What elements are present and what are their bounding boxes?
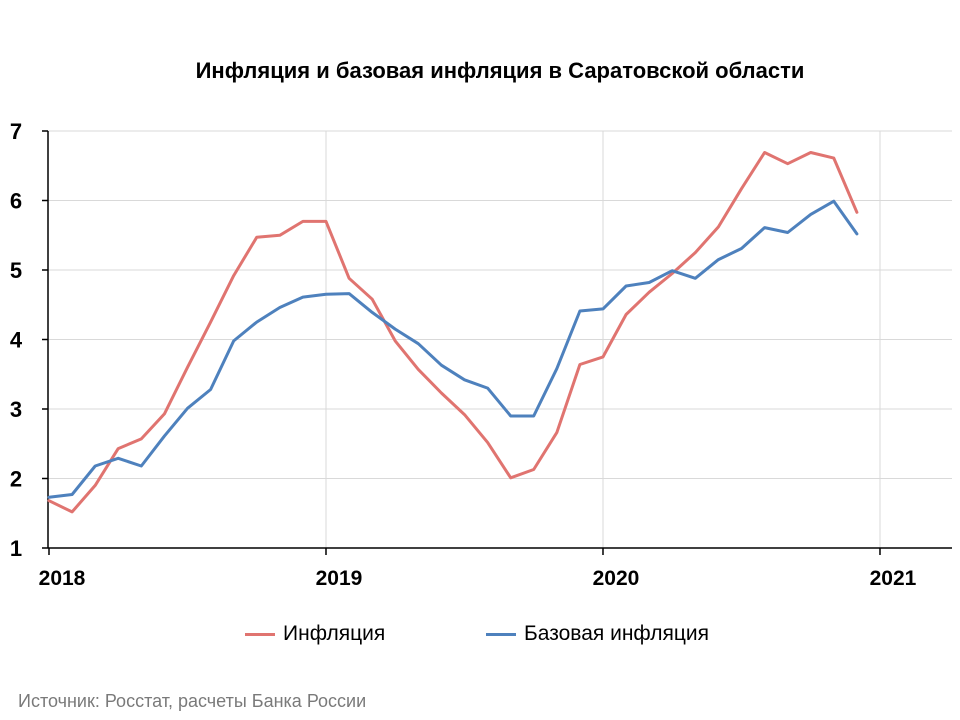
- x-tick-label-2019: 2019: [316, 567, 363, 590]
- legend-label-core-inflation: Базовая инфляция: [524, 622, 710, 645]
- legend-swatch-inflation: [245, 632, 275, 636]
- series-line-0: [47, 151, 859, 514]
- y-tick-label-4: 4: [10, 328, 23, 353]
- y-tick-label-2: 2: [10, 467, 22, 492]
- tick-labels: 1 2 3 4 5 6 7 2018 2019 2020 2021: [10, 119, 917, 590]
- gridlines: [48, 130, 952, 548]
- legend-swatch-core-inflation: [486, 632, 516, 636]
- series-lines: [47, 151, 859, 514]
- y-tick-label-7: 7: [10, 119, 22, 144]
- legend-label-inflation: Инфляция: [283, 622, 386, 645]
- series-line-1: [47, 199, 859, 499]
- source-note: Источник: Росстат, расчеты Банка России: [18, 691, 367, 711]
- y-tick-label-1: 1: [10, 536, 22, 561]
- legend-item-inflation: Инфляция: [245, 622, 385, 646]
- y-tick-label-3: 3: [10, 397, 22, 422]
- legend-item-core-inflation: Базовая инфляция: [486, 622, 709, 646]
- x-tick-label-2018: 2018: [39, 567, 86, 590]
- y-tick-label-5: 5: [10, 258, 22, 283]
- x-tick-label-2021: 2021: [870, 567, 917, 590]
- axes: [42, 130, 952, 555]
- x-tick-label-2020: 2020: [593, 567, 640, 590]
- chart-title: Инфляция и базовая инфляция в Саратовско…: [195, 58, 805, 83]
- y-tick-label-6: 6: [10, 189, 22, 214]
